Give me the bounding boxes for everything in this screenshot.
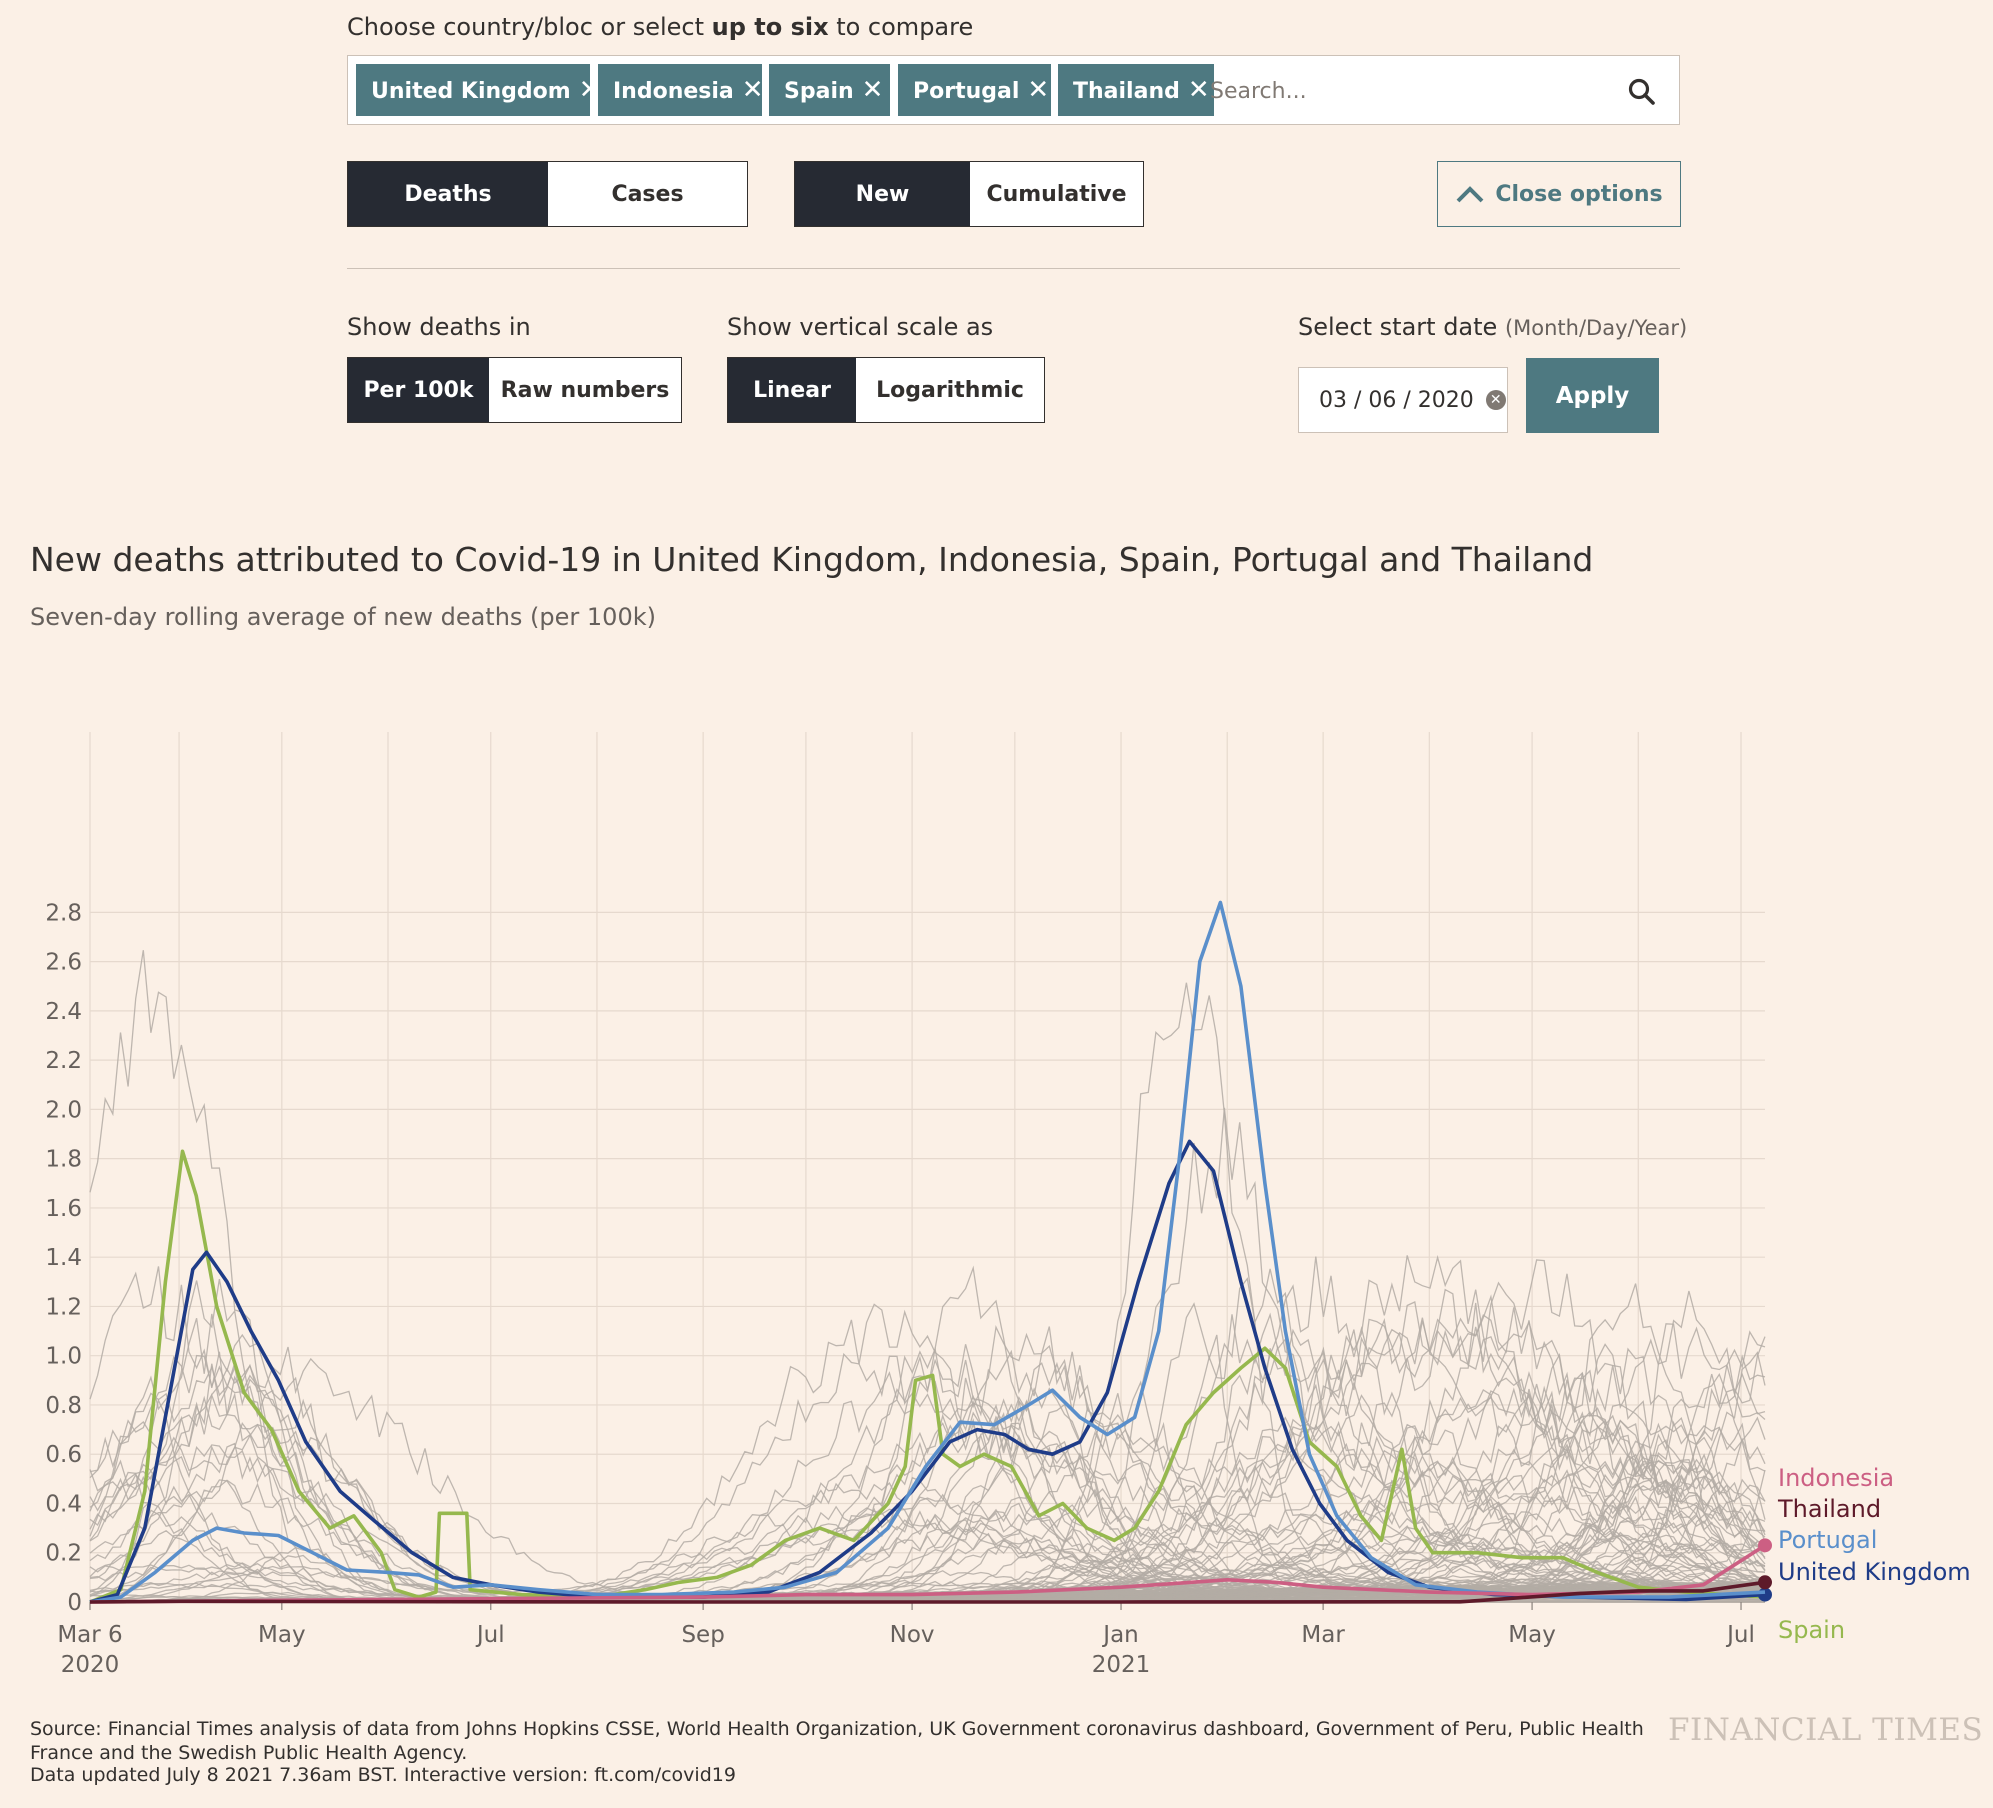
remove-tag-icon[interactable]: ✕ [1187, 75, 1210, 105]
series-line-spain [89, 1149, 1766, 1604]
background-country-line [89, 950, 1766, 1601]
x-tick-label: Mar [1301, 1622, 1345, 1648]
x-tick-label: Jul [475, 1622, 505, 1648]
chevron-up-icon [1456, 186, 1484, 203]
background-country-lines [89, 950, 1766, 1603]
deaths-button[interactable]: Deaths [348, 162, 548, 226]
cumulative-button[interactable]: Cumulative [970, 162, 1143, 226]
tag-label: Portugal [913, 79, 1020, 104]
x-tick-label: May [258, 1622, 306, 1648]
series-label-thailand: Thailand [1777, 1495, 1881, 1523]
scale-label: Show vertical scale as [727, 313, 994, 341]
country-prompt: Choose country/bloc or select up to six … [347, 13, 973, 41]
x-tick-label: Mar 6 [57, 1622, 122, 1648]
tag-united-kingdom[interactable]: United Kingdom ✕ [356, 64, 601, 116]
source-note: Source: Financial Times analysis of data… [30, 1718, 1644, 1764]
search-input[interactable] [1208, 68, 1612, 114]
tag-label: Indonesia [613, 79, 734, 104]
series-line-thailand [89, 1580, 1766, 1604]
clear-date-icon[interactable]: ✕ [1485, 390, 1506, 410]
prompt-post: to compare [828, 13, 974, 41]
x-tick-year: 2020 [61, 1652, 120, 1678]
series-line-portugal [89, 900, 1766, 1604]
apply-button[interactable]: Apply [1526, 358, 1659, 433]
tag-label: Thailand [1073, 79, 1180, 104]
start-date-input[interactable]: 03 / 06 / 2020 ✕ [1298, 367, 1508, 433]
series-label-spain: Spain [1778, 1616, 1845, 1644]
updated-note: Data updated July 8 2021 7.36am BST. Int… [30, 1764, 736, 1786]
start-date-label: Select start date (Month/Day/Year) [1298, 313, 1687, 341]
y-tick-label: 0.2 [45, 1541, 82, 1567]
prompt-bold: up to six [711, 13, 829, 41]
y-tick-label: 2.0 [45, 1097, 82, 1123]
y-tick-label: 1.2 [45, 1294, 82, 1320]
new-button[interactable]: New [795, 162, 970, 226]
metric-toggle: Deaths Cases [347, 161, 748, 227]
x-tick-year: 2021 [1092, 1652, 1151, 1678]
y-tick-label: 0.6 [45, 1442, 82, 1468]
series-label-united-kingdom: United Kingdom [1778, 1558, 1971, 1586]
show-deaths-in-label: Show deaths in [347, 313, 531, 341]
chart-axes: 0 0.2 0.4 0.6 0.8 1.0 1.2 1.4 1.6 1.8 2.0 2.2 2.4 2.6… [45, 900, 1754, 1678]
chart-subtitle: Seven-day rolling average of new deaths … [30, 603, 656, 631]
search-icon[interactable] [1627, 77, 1657, 107]
scale-toggle: Linear Logarithmic [727, 357, 1045, 423]
x-tick-label: Jul [1725, 1622, 1755, 1648]
series-line-united-kingdom [89, 1139, 1766, 1604]
y-tick-label: 2.4 [45, 999, 82, 1025]
country-search-box[interactable]: United Kingdom ✕ Indonesia ✕ Spain ✕ Portug… [347, 55, 1680, 125]
y-tick-label: 1.8 [45, 1147, 82, 1173]
y-tick-label: 0.4 [45, 1491, 82, 1517]
y-tick-label: 1.6 [45, 1196, 82, 1222]
per-100k-button[interactable]: Per 100k [348, 358, 489, 422]
remove-tag-icon[interactable]: ✕ [741, 75, 764, 105]
y-tick-label: 0 [67, 1590, 82, 1616]
tag-label: Spain [784, 79, 854, 104]
cases-button[interactable]: Cases [548, 162, 747, 226]
series-label-portugal: Portugal [1778, 1526, 1877, 1554]
tag-spain[interactable]: Spain ✕ [769, 64, 890, 116]
y-tick-label: 1.4 [45, 1245, 82, 1271]
series-end-dot-thailand [1758, 1575, 1772, 1590]
remove-tag-icon[interactable]: ✕ [578, 75, 601, 105]
x-tick-label: Nov [890, 1622, 935, 1648]
x-tick-label: Jan [1101, 1622, 1138, 1648]
linear-button[interactable]: Linear [728, 358, 856, 422]
options-divider [347, 268, 1680, 269]
y-tick-label: 0.8 [45, 1393, 82, 1419]
financial-times-logo: FINANCIAL TIMES [1668, 1712, 1984, 1748]
x-tick-label: Sep [681, 1622, 724, 1648]
tag-indonesia[interactable]: Indonesia ✕ [598, 64, 764, 116]
chart-title: New deaths attributed to Covid-19 in Uni… [30, 540, 1594, 579]
unit-toggle: Per 100k Raw numbers [347, 357, 682, 423]
date-format-hint: (Month/Day/Year) [1504, 316, 1688, 340]
series-end-dot-united-kingdom [1758, 1587, 1772, 1602]
start-date-text: Select start date [1298, 313, 1498, 341]
start-date-value: 03 / 06 / 2020 [1319, 387, 1474, 413]
y-tick-label: 1.0 [45, 1344, 82, 1370]
y-tick-label: 2.6 [45, 950, 82, 976]
close-options-label: Close options [1495, 181, 1663, 207]
x-tick-label: May [1508, 1622, 1556, 1648]
close-options-button[interactable]: Close options [1437, 161, 1681, 227]
tag-portugal[interactable]: Portugal ✕ [898, 64, 1051, 116]
tag-thailand[interactable]: Thailand ✕ [1058, 64, 1214, 116]
remove-tag-icon[interactable]: ✕ [1027, 75, 1050, 105]
tag-label: United Kingdom [371, 79, 571, 104]
prompt-pre: Choose country/bloc or select [347, 13, 712, 41]
raw-numbers-button[interactable]: Raw numbers [489, 358, 681, 422]
line-chart: 0 0.2 0.4 0.6 0.8 1.0 1.2 1.4 1.6 1.8 2.0 2.2 2.4 2.6… [45, 732, 1971, 1678]
y-tick-label: 2.8 [45, 900, 82, 926]
series-labels: Indonesia Thailand Portugal United Kingdom S… [1777, 1464, 1971, 1644]
series-end-dot-indonesia [1758, 1538, 1772, 1553]
remove-tag-icon[interactable]: ✕ [861, 75, 884, 105]
y-tick-label: 2.2 [45, 1048, 82, 1074]
series-label-indonesia: Indonesia [1778, 1464, 1894, 1492]
logarithmic-button[interactable]: Logarithmic [856, 358, 1044, 422]
highlighted-series [89, 900, 1772, 1604]
mode-toggle: New Cumulative [794, 161, 1144, 227]
